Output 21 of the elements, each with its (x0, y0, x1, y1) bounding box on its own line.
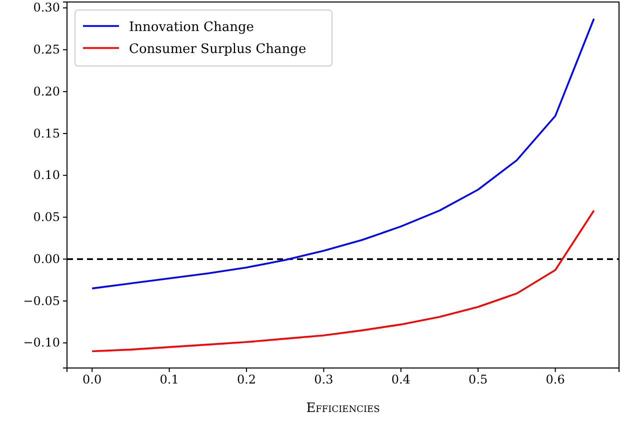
x-tick-label: 0.2 (236, 372, 256, 387)
y-tick-label: 0.30 (33, 0, 60, 15)
y-tick-label: 0.25 (33, 42, 60, 57)
x-tick-label: 0.5 (468, 372, 488, 387)
y-tick-label: −0.10 (23, 336, 60, 350)
x-axis-title: Efficiencies (306, 401, 380, 416)
y-tick-label: 0.05 (33, 210, 60, 224)
x-tick-label: 0.6 (546, 372, 565, 387)
y-tick-label: 0.10 (33, 168, 60, 182)
x-tick-label: 0.4 (391, 372, 411, 387)
x-tick-label: 0.0 (82, 372, 102, 387)
line-series (91, 18, 595, 290)
x-tick-label: 0.1 (160, 372, 179, 387)
legend-label: Innovation Change (129, 20, 254, 35)
y-tick-label: 0.20 (33, 84, 60, 98)
y-tick-label: 0.00 (33, 252, 60, 266)
y-tick-label: −0.05 (23, 294, 60, 308)
line-series (91, 210, 595, 352)
legend-label: Consumer Surplus Change (129, 42, 306, 57)
y-tick-label: 0.15 (33, 126, 60, 140)
x-tick-label: 0.3 (314, 372, 334, 387)
